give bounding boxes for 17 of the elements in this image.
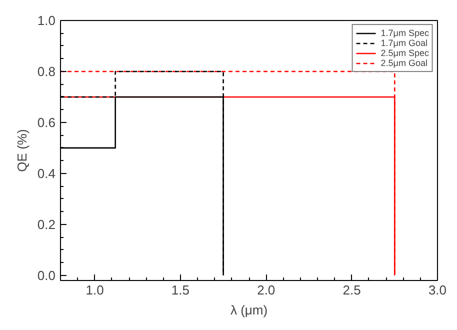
- y-tick-label: 0.2: [37, 216, 56, 232]
- legend-label: 1.7μm Spec: [380, 28, 429, 38]
- y-tick-label: 0.8: [37, 64, 56, 79]
- y-tick-label: 0.0: [37, 268, 56, 283]
- legend-label: 1.7μm Goal: [380, 38, 428, 48]
- x-tick-label: 1.5: [171, 282, 190, 298]
- y-axis-title: QE (%): [14, 129, 30, 172]
- y-tick-label: 0.4: [37, 166, 56, 181]
- y-tick-label: 0.6: [37, 114, 56, 130]
- x-tick-label: 2.5: [342, 282, 361, 298]
- x-tick-label: 2.0: [257, 282, 276, 298]
- x-axis-title: λ (μm): [230, 302, 268, 318]
- legend-label: 2.5μm Spec: [380, 48, 429, 58]
- legend-label: 2.5μm Goal: [380, 58, 428, 68]
- x-tick-label: 1.0: [86, 282, 104, 298]
- y-tick-label: 1.0: [37, 13, 56, 28]
- x-tick-label: 3.0: [428, 282, 447, 298]
